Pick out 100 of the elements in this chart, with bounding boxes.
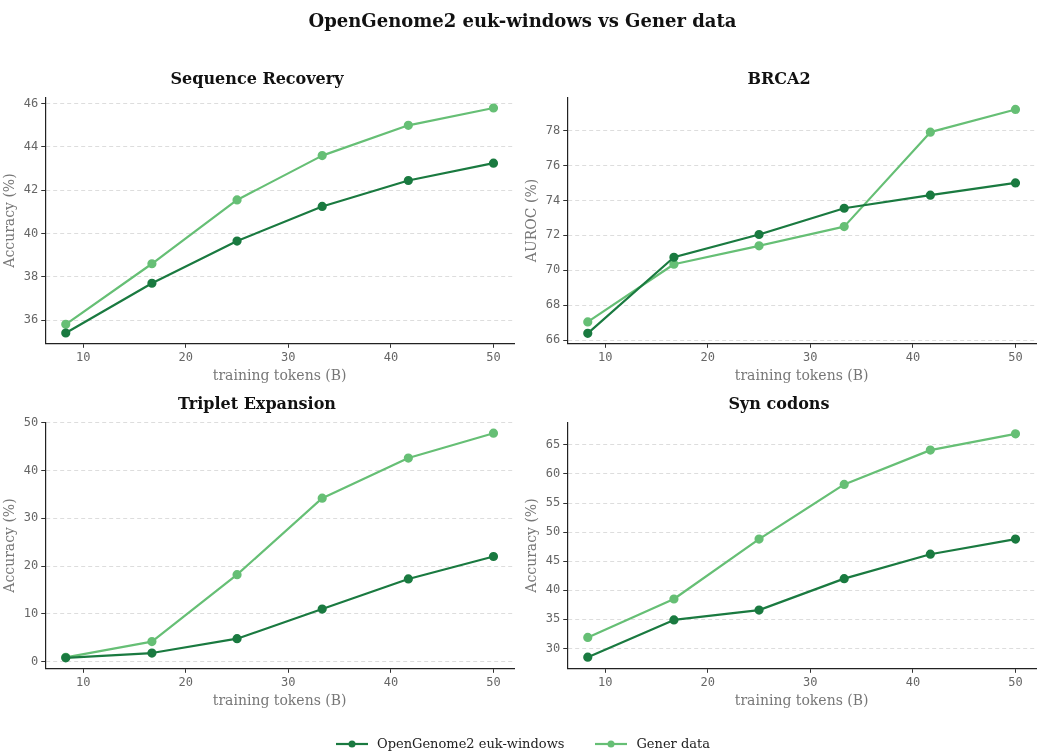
x-axis-title: training tokens (B) [734, 367, 869, 384]
point [403, 120, 413, 130]
point [488, 428, 499, 438]
point [583, 652, 593, 662]
y-tick-label: 72 [545, 227, 561, 242]
point [147, 648, 157, 658]
x-tick-label: 50 [1008, 675, 1023, 690]
y-tick-label: 50 [545, 524, 561, 539]
x-tick-label: 50 [486, 350, 501, 365]
y-tick-label: 78 [545, 122, 561, 137]
x-tick-label: 20 [700, 675, 715, 690]
y-tick-label: 40 [23, 462, 39, 477]
y-tick-label: 30 [23, 510, 39, 525]
point [147, 636, 157, 647]
x-axis-title: training tokens (B) [734, 692, 869, 709]
y-tick-label: 74 [545, 192, 561, 207]
y-tick-label: 44 [23, 139, 39, 154]
y-tick-label: 50 [23, 414, 39, 429]
point [403, 453, 413, 463]
x-tick-label: 40 [905, 350, 921, 365]
point [839, 203, 849, 213]
legend-label: OpenGenome2 euk-windows [376, 736, 565, 751]
chart-title: BRCA2 [747, 68, 811, 88]
y-tick-label: 40 [23, 225, 39, 240]
x-tick-label: 10 [75, 675, 91, 690]
point [232, 236, 242, 246]
x-tick-label: 20 [178, 675, 193, 690]
point [488, 103, 499, 113]
x-tick-label: 40 [905, 675, 921, 690]
x-axis-title: training tokens (B) [212, 692, 347, 709]
point [669, 615, 679, 625]
point [754, 229, 764, 240]
x-tick-label: 10 [597, 675, 613, 690]
x-tick-label: 30 [281, 350, 296, 365]
x-tick-label: 30 [803, 675, 818, 690]
point [1010, 104, 1021, 115]
chart-title: Sequence Recovery [170, 68, 345, 88]
y-tick-label: 68 [545, 297, 561, 312]
y-tick-label: 65 [545, 437, 561, 452]
y-tick-label: 20 [23, 558, 39, 573]
chart-title: Triplet Expansion [178, 393, 337, 413]
x-tick-label: 10 [75, 350, 91, 365]
x-tick-label: 20 [178, 350, 193, 365]
y-axis-title: AUROC (%) [523, 178, 540, 264]
y-tick-label: 35 [545, 611, 561, 626]
y-tick-label: 42 [23, 182, 39, 197]
point [839, 222, 849, 232]
point [754, 605, 764, 615]
x-tick-label: 50 [1008, 350, 1023, 365]
point [925, 190, 935, 200]
chart-title: Syn codons [728, 393, 830, 413]
text: OpenGenome2 euk-windows vs Gener data [307, 9, 738, 33]
y-tick-label: 30 [545, 640, 561, 655]
y-tick-label: 0 [31, 653, 39, 668]
point [488, 551, 499, 562]
y-tick-label: 36 [23, 312, 39, 327]
point [232, 570, 242, 580]
y-tick-label: 66 [545, 332, 561, 347]
y-tick-label: 55 [545, 495, 561, 510]
y-tick-label: 70 [545, 262, 561, 277]
y-tick-label: 38 [23, 268, 39, 283]
point [669, 594, 679, 604]
y-tick-label: 45 [545, 553, 561, 568]
point [669, 252, 679, 262]
point [1010, 534, 1021, 544]
point [583, 328, 593, 338]
point [147, 259, 157, 269]
point [317, 201, 327, 212]
x-tick-label: 30 [803, 350, 818, 365]
y-tick-label: 60 [545, 466, 561, 481]
point [839, 574, 849, 584]
point [925, 445, 935, 455]
point [583, 317, 593, 327]
y-axis-title: Accuracy (%) [1, 498, 18, 594]
x-tick-label: 20 [700, 350, 715, 365]
point [925, 127, 935, 137]
legend-label: Gener data [636, 736, 710, 751]
point [61, 319, 71, 329]
point [232, 634, 242, 644]
point [403, 574, 413, 584]
point [754, 241, 764, 251]
point [925, 549, 935, 559]
y-tick-label: 76 [545, 157, 561, 172]
point [488, 158, 499, 168]
point [754, 534, 764, 544]
point [317, 604, 327, 614]
point [232, 195, 242, 205]
x-tick-label: 50 [486, 675, 501, 690]
y-tick-label: 10 [23, 605, 39, 620]
y-axis-title: Accuracy (%) [523, 498, 540, 594]
x-axis-title: training tokens (B) [212, 367, 347, 384]
point [317, 151, 327, 161]
x-tick-label: 10 [597, 350, 613, 365]
y-tick-label: 46 [23, 95, 39, 110]
y-tick-label: 40 [545, 582, 561, 597]
x-tick-label: 40 [383, 350, 399, 365]
point [839, 479, 849, 490]
point [61, 328, 71, 338]
point [1010, 178, 1021, 188]
point [317, 493, 327, 503]
